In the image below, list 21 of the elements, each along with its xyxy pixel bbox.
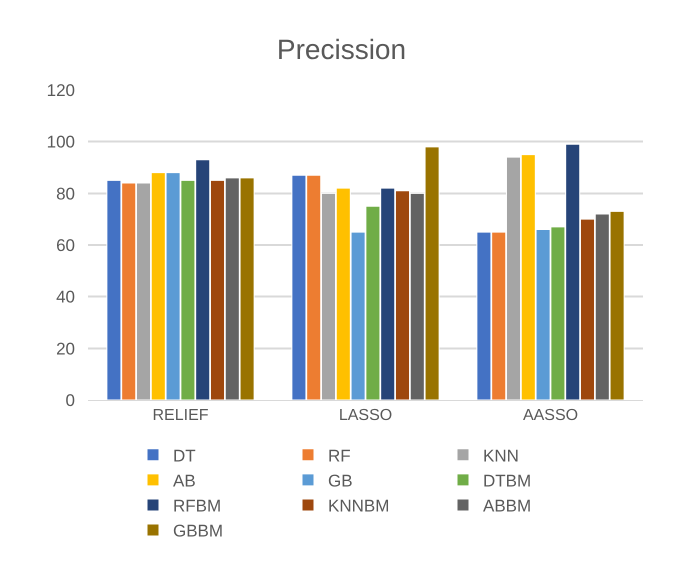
legend-label: RF [328, 446, 351, 466]
x-tick-label: LASSO [338, 407, 392, 424]
y-tick-label: 100 [46, 132, 75, 152]
legend-label: KNNBM [328, 496, 390, 516]
legend-label: RFBM [173, 496, 222, 516]
y-tick-label: 80 [56, 184, 75, 204]
y-tick-label: 40 [56, 288, 75, 307]
legend-label: GBBM [173, 522, 224, 541]
y-tick-label: 20 [56, 339, 75, 358]
legend-label: ABBM [483, 496, 532, 516]
y-tick-label: 0 [66, 390, 75, 410]
legend-label: DT [173, 446, 196, 466]
x-tick-label: RELIEF [152, 407, 209, 424]
legend-label: GB [328, 471, 353, 490]
x-tick-label: AASSO [522, 407, 578, 424]
y-tick-label: 120 [46, 80, 75, 100]
legend-label: AB [173, 471, 196, 490]
legend-label: KNN [483, 446, 519, 466]
legend-label: DTBM [483, 471, 532, 490]
y-tick-label: 60 [56, 236, 75, 255]
chart-title: Precission [276, 34, 406, 66]
